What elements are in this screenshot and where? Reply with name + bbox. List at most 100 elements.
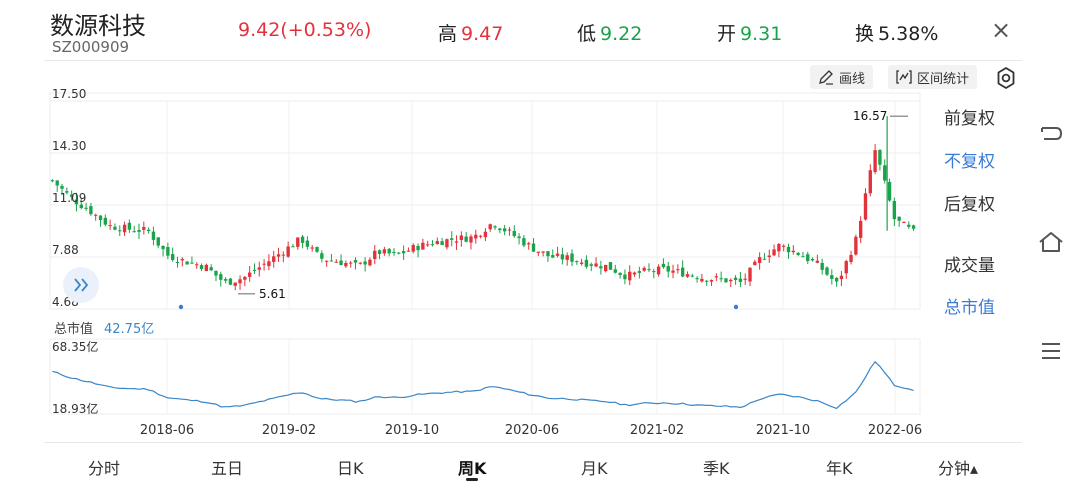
candle-body (743, 278, 747, 280)
event-dot (733, 304, 739, 310)
candle-body (170, 254, 175, 261)
candle-body (108, 225, 112, 227)
candle-body (243, 276, 247, 280)
menu-forward-adjusted[interactable]: 前复权 (944, 109, 995, 129)
turnover-label: 换 (855, 23, 875, 45)
candle-body (382, 249, 387, 254)
candle-body (854, 236, 858, 255)
candle-body (267, 261, 271, 267)
open-value: 9.31 (740, 23, 783, 45)
candle-body (608, 262, 613, 270)
range-stats-button[interactable]: 区间统计 (888, 65, 978, 89)
candle-body (873, 150, 877, 173)
tab-yearly-k[interactable]: 年K (826, 459, 853, 478)
candle-body (522, 238, 526, 246)
candle-body (262, 263, 266, 265)
candle-body (493, 226, 497, 228)
candle-body (464, 236, 468, 242)
candle-body (671, 270, 675, 273)
candle-body (546, 251, 550, 257)
candle-body (700, 278, 704, 282)
close-button[interactable]: × (991, 16, 1012, 44)
candle-body (84, 207, 88, 209)
candle-body (358, 262, 363, 264)
draw-line-button[interactable]: 画线 (810, 65, 874, 89)
candle-body (575, 261, 579, 263)
divider (44, 60, 1022, 61)
tab-monthly-k[interactable]: 月K (581, 459, 608, 478)
candle-body (440, 241, 444, 246)
candle-body (801, 256, 805, 258)
menu-backward-adjusted[interactable]: 后复权 (944, 195, 995, 215)
tab-minute[interactable]: 分钟▴ (938, 459, 979, 478)
candle-body (782, 245, 786, 247)
market-cap-grid (49, 338, 921, 415)
candle-body (334, 261, 338, 263)
price-tick-label: 14.30 (52, 139, 86, 153)
high-value: 9.47 (461, 23, 504, 45)
candle-body (512, 230, 516, 237)
candle-body (276, 254, 281, 257)
candle-body (729, 279, 733, 282)
candle-body (291, 246, 295, 248)
back-icon[interactable] (1036, 120, 1066, 150)
candle-body (791, 250, 796, 253)
candle-body (796, 252, 800, 255)
tab-weekly-k[interactable]: 周K (458, 459, 487, 478)
candle-body (214, 270, 218, 276)
candle-body (175, 261, 180, 263)
tab-intraday[interactable]: 分时 (88, 459, 121, 478)
date-tick-label: 2020-06 (505, 423, 559, 438)
market-cap-tick-label: 68.35亿 (52, 339, 98, 354)
candle-body (368, 259, 372, 266)
home-icon[interactable] (1036, 228, 1066, 258)
candle-body (738, 278, 743, 282)
candle-body (527, 243, 531, 245)
candle-body (137, 230, 141, 232)
menu-market-cap[interactable]: 总市值 (944, 298, 995, 318)
tab-daily-k[interactable]: 日K (337, 459, 364, 478)
candle-body (724, 278, 728, 283)
candle-body (839, 275, 844, 280)
market-cap-tick-label: 18.93亿 (52, 401, 98, 416)
candle-body (488, 224, 492, 230)
candle-body (868, 170, 872, 194)
menu-volume[interactable]: 成交量 (944, 256, 995, 276)
candle-body (377, 250, 382, 255)
candle-body (185, 261, 189, 265)
settings-icon[interactable] (994, 66, 1018, 90)
tab-quarterly-k[interactable]: 季K (703, 459, 730, 478)
candle-body (401, 251, 406, 254)
candle-body (858, 220, 863, 238)
candle-body (579, 262, 584, 264)
tab-five-day[interactable]: 五日 (211, 459, 244, 478)
menu-unadjusted[interactable]: 不复权 (944, 152, 995, 172)
candle-body (296, 237, 300, 247)
candle-body (647, 269, 651, 271)
candle-body (709, 279, 714, 282)
candle-body (531, 243, 536, 252)
candle-body (810, 258, 815, 261)
candle-body (257, 267, 261, 270)
stock-name: 数源科技 (50, 12, 146, 40)
candle-body (65, 191, 69, 193)
market-cap-axis: 68.35亿 18.93亿 (52, 339, 98, 416)
candle-body (363, 261, 367, 265)
candle-body (883, 165, 887, 181)
candle-body (536, 251, 541, 253)
candle-body (329, 260, 334, 262)
candle-body (753, 261, 757, 266)
expand-button[interactable] (62, 266, 100, 304)
candle-body (474, 234, 478, 239)
candle-body (349, 262, 353, 264)
candle-body (435, 241, 439, 245)
market-cap-line (52, 360, 914, 410)
candle-body (305, 240, 310, 247)
candle-body (815, 260, 820, 263)
candle-body (478, 235, 483, 237)
candle-body (397, 252, 401, 254)
menu-icon[interactable] (1036, 336, 1066, 366)
candle-body (353, 260, 358, 263)
candle-body (666, 266, 670, 272)
candle-body (652, 271, 656, 273)
